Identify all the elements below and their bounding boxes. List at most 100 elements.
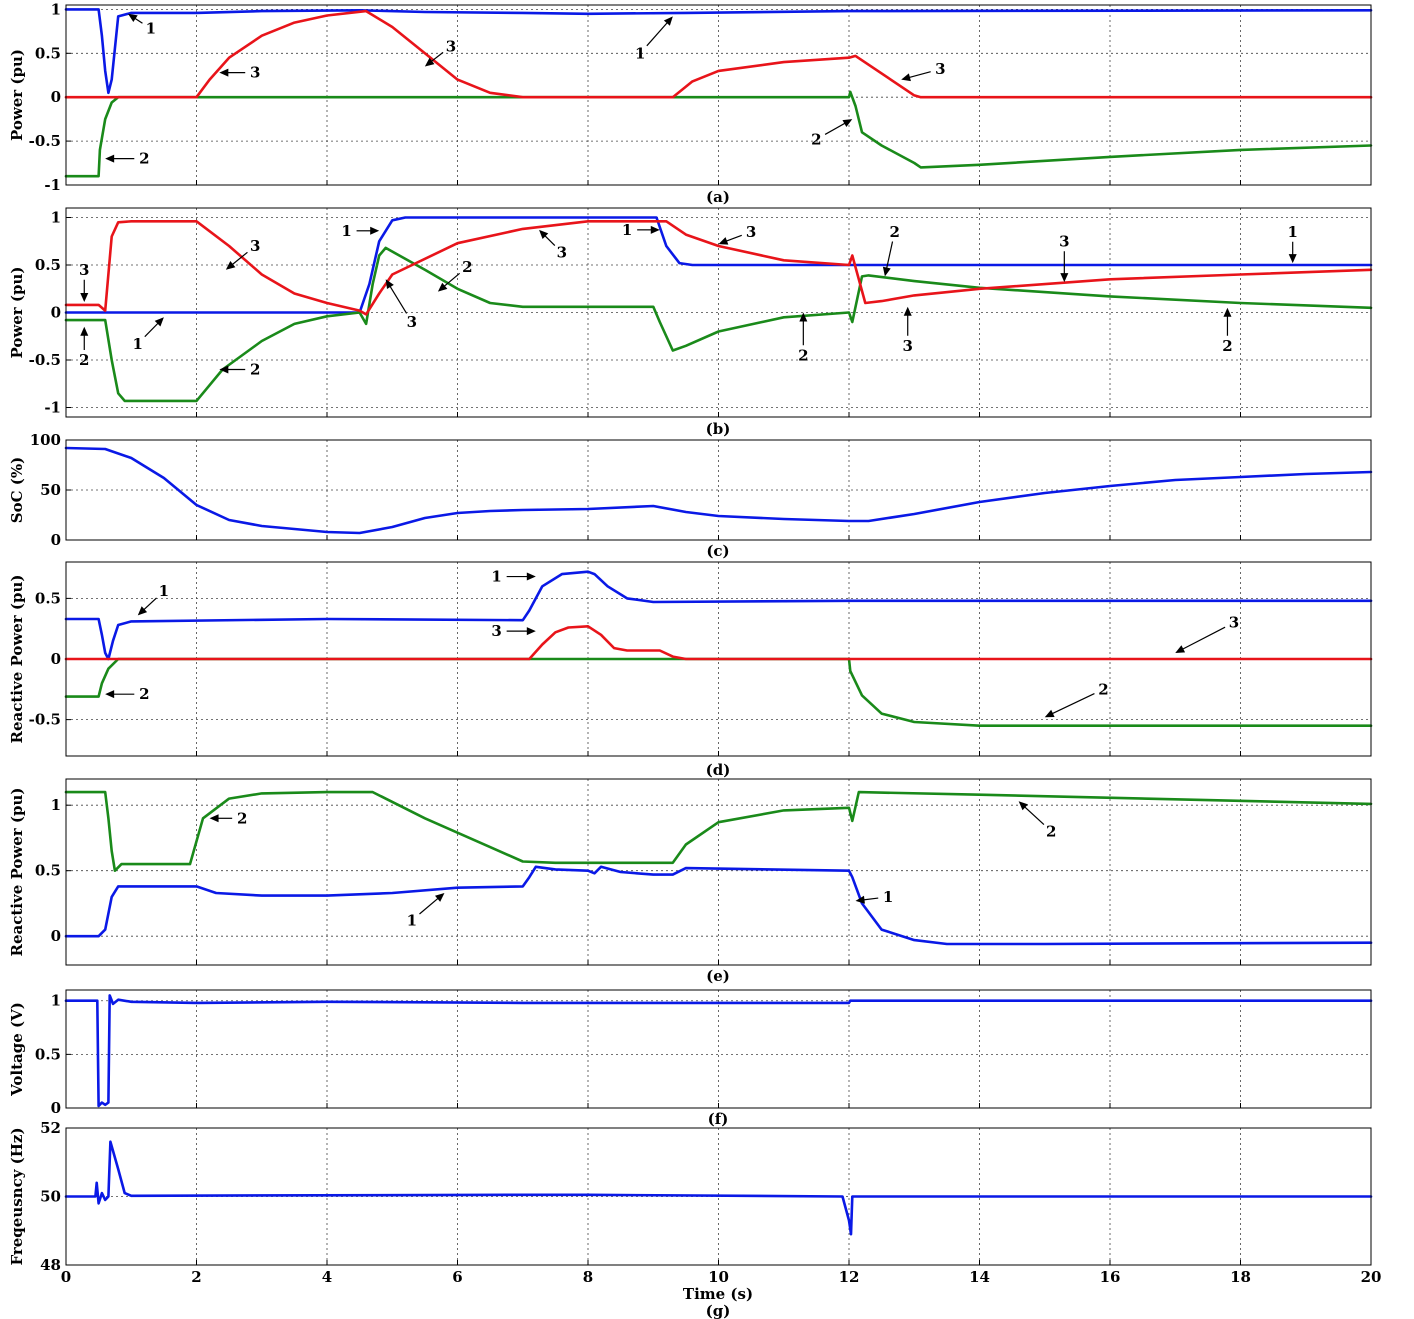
x-tick-label: 6 <box>452 1268 462 1286</box>
series-2-line <box>64 90 1373 178</box>
y-axis-label: Freqeusncy (Hz) <box>8 1127 26 1265</box>
y-tick-label: 50 <box>40 1188 61 1206</box>
annotation-label: 1 <box>622 221 632 239</box>
y-tick-label: 1 <box>51 209 61 227</box>
annotation-arrow <box>885 241 894 270</box>
annotation-arrowhead <box>1018 801 1028 811</box>
annotation-arrow <box>230 251 248 266</box>
annotation-label: 3 <box>491 622 501 640</box>
panel-b: 1 0.5 0 -0.5 -1 3 2 1 3 2 1 3 2 3 1 3 2 2 3 3 2 1 Power (pu) (b… <box>8 207 1373 438</box>
y-tick-label: -0.5 <box>29 711 61 729</box>
y-axis-label: Reactive Power (pu) <box>8 787 26 956</box>
annotation-arrowhead <box>80 293 89 303</box>
annotation-label: 2 <box>1222 337 1232 355</box>
annotation-arrowhead <box>526 627 536 636</box>
annotation-arrow <box>907 71 931 79</box>
annotation-arrowhead <box>855 895 865 904</box>
panel-caption: (f) <box>708 1110 729 1128</box>
plot-frame <box>65 439 1372 541</box>
series-1-line <box>64 446 1373 535</box>
annotation-arrowhead <box>1223 307 1232 317</box>
x-tick-label: 20 <box>1361 1268 1382 1286</box>
annotation-arrowhead <box>526 572 536 581</box>
annotation-label: 3 <box>746 223 756 241</box>
series-1-line <box>64 1140 1373 1236</box>
y-tick-label: -1 <box>44 399 61 417</box>
y-tick-label: 1 <box>51 796 61 814</box>
panel-caption: (b) <box>706 420 731 438</box>
annotation-arrowhead <box>1288 254 1297 264</box>
x-tick-label: 4 <box>322 1268 332 1286</box>
panel-a: 1 0.5 0 -0.5 -1 1 1 2 3 3 3 2 Power (pu) (a) <box>8 0 1373 206</box>
panel-c: 100 50 0 SoC (%) (c) <box>8 431 1373 560</box>
x-tick-label: 2 <box>191 1268 201 1286</box>
series-2-line <box>64 246 1373 403</box>
annotation-arrowhead <box>127 13 138 23</box>
annotation-label: 3 <box>407 313 417 331</box>
series-2-line <box>64 657 1373 727</box>
y-axis-label: Power (pu) <box>8 266 26 358</box>
annotation-arrowhead <box>424 57 435 67</box>
annotation-label: 1 <box>635 44 645 62</box>
annotation-arrowhead <box>370 226 380 235</box>
annotation-label: 1 <box>1287 223 1297 241</box>
annotation-arrow <box>1050 693 1095 715</box>
x-tick-label: 8 <box>583 1268 593 1286</box>
annotation-arrowhead <box>219 365 229 374</box>
panel-caption: (d) <box>706 761 731 779</box>
y-tick-label: 1 <box>51 992 61 1010</box>
annotation-label: 2 <box>237 809 247 827</box>
x-axis: 0 2 4 6 8 10 12 14 16 18 20 Time (s) <box>61 1268 1382 1303</box>
y-tick-label: 0 <box>51 88 61 106</box>
panel-caption: (a) <box>706 188 730 206</box>
annotation-arrowhead <box>209 814 219 823</box>
annotation-arrow <box>442 272 461 288</box>
panel-caption: (c) <box>706 542 729 560</box>
y-tick-label: 0.5 <box>35 1045 61 1063</box>
annotation-arrow <box>824 122 847 135</box>
plot-frame <box>65 207 1372 418</box>
annotation-arrowhead <box>137 606 148 616</box>
annotation-label: 3 <box>1229 614 1239 632</box>
annotation-label: 2 <box>1046 822 1056 840</box>
annotation-label: 3 <box>1059 232 1069 250</box>
annotation-arrowhead <box>1060 273 1069 283</box>
y-axis-label: Reactive Power (pu) <box>8 574 26 743</box>
annotation-arrowhead <box>80 326 89 336</box>
annotation-label: 2 <box>811 130 821 148</box>
x-tick-label: 10 <box>708 1268 729 1286</box>
y-axis-label: SoC (%) <box>8 457 26 523</box>
annotation-label: 2 <box>462 258 472 276</box>
y-tick-label: 0 <box>51 1099 61 1117</box>
y-tick-label: 0 <box>51 650 61 668</box>
x-tick-label: 12 <box>839 1268 860 1286</box>
annotation-arrowhead <box>842 119 853 128</box>
plot-frame <box>65 4 1372 186</box>
plot-frame <box>65 1127 1372 1266</box>
annotation-arrowhead <box>1175 645 1186 653</box>
series-1-line <box>64 994 1373 1108</box>
annotation-label: 3 <box>557 244 567 262</box>
annotation-label: 1 <box>341 222 351 240</box>
annotation-label: 2 <box>889 223 899 241</box>
annotation-arrowhead <box>901 73 911 82</box>
series-1-line <box>64 570 1373 661</box>
annotation-arrowhead <box>154 317 164 327</box>
series-3-line <box>64 220 1373 316</box>
plot-frame <box>65 989 1372 1109</box>
panel-e: 1 0.5 0 2 1 1 2 Reactive Power (pu) (e) <box>8 778 1373 985</box>
annotation-arrowhead <box>718 237 729 245</box>
y-tick-label: 1 <box>51 0 61 18</box>
annotation-arrow <box>862 897 879 901</box>
x-tick-label: 18 <box>1230 1268 1251 1286</box>
y-tick-label: 100 <box>30 431 61 449</box>
y-axis-label: Power (pu) <box>8 49 26 141</box>
annotation-arrow <box>388 284 408 314</box>
y-tick-label: 0 <box>51 304 61 322</box>
y-tick-label: -1 <box>44 176 61 194</box>
annotation-arrowhead <box>219 68 229 77</box>
y-tick-label: 50 <box>40 481 61 499</box>
annotation-arrowhead <box>225 260 236 270</box>
